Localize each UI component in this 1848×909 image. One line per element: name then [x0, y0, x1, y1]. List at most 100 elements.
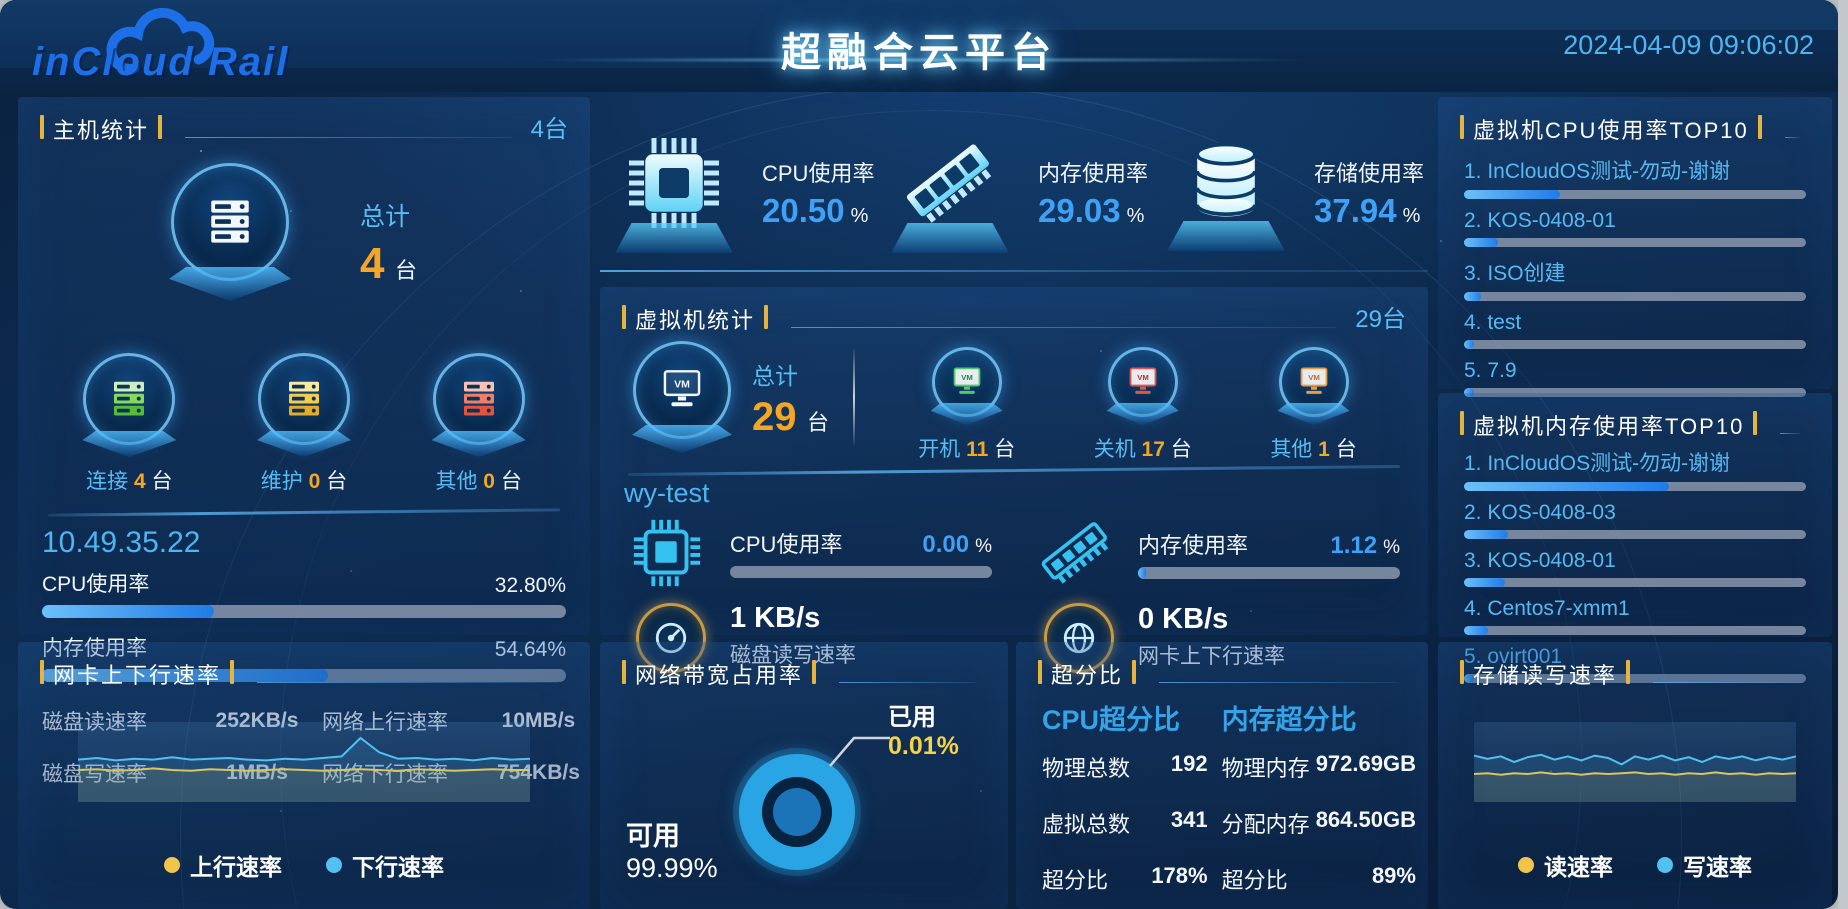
table-row: 超分比 178%: [1042, 863, 1208, 895]
gauge-value: 54.64%: [495, 638, 566, 662]
kpi-text: CPU使用率 20.50%: [762, 156, 874, 230]
metric-label: 磁盘读速率: [42, 706, 192, 736]
host-states: 连接 4 台 维护 0 台: [42, 353, 566, 495]
row-label: 超分比: [1042, 868, 1109, 893]
progress-fill: [1138, 566, 1146, 579]
state-label: 其他 0 台: [432, 465, 526, 495]
kpi-cpu: CPU使用率 20.50%: [600, 100, 876, 286]
legend-label: 读速率: [1544, 854, 1613, 880]
kpi-value: 37.94%: [1314, 192, 1424, 230]
title-tick: [40, 115, 44, 139]
title-tick: [1132, 660, 1137, 684]
legend-label: 写速率: [1683, 854, 1752, 880]
row-value: 972.69GB: [1315, 751, 1416, 776]
progress-track: [1464, 388, 1806, 397]
chart-legend: 读速率 写速率: [1438, 848, 1832, 882]
divider-line: [48, 508, 560, 517]
state-name: 维护: [260, 470, 303, 493]
vm-net-io: 0 KB/s 网卡上下行速率: [1138, 603, 1400, 670]
divider-line: [1780, 433, 1800, 434]
metric-label: 网络上行速率: [322, 706, 497, 736]
divider-line: [791, 327, 1337, 328]
progress-track: [1464, 530, 1806, 539]
row-value: 178%: [1151, 863, 1208, 888]
progress-fill: [42, 669, 329, 682]
progress-fill: [1464, 578, 1506, 587]
io-value: 0 KB/s: [1138, 602, 1229, 635]
progress-fill: [1464, 530, 1509, 539]
title-tick: [40, 660, 44, 684]
available-label: 可用: [626, 821, 680, 851]
total-unit: 台: [806, 410, 829, 435]
panel-title: 网卡上下行速率: [53, 663, 222, 688]
divider-line: [185, 137, 512, 138]
row-value: 341: [1170, 807, 1208, 832]
ratio-table: CPU超分比 物理总数 192 虚拟总数 341 超分比 178% 内存超分比 物理内…: [1016, 690, 1428, 909]
progress-fill: [1464, 388, 1475, 397]
progress-fill: [1464, 482, 1670, 491]
title-tick: [1626, 660, 1631, 684]
legend-dot: [164, 857, 180, 873]
vm-name: 4. Centos7-xmm1: [1464, 597, 1630, 620]
title-tick: [1038, 660, 1042, 684]
io-label: 网卡上下行速率: [1138, 640, 1400, 670]
state-label: 其他 1 台: [1270, 433, 1356, 463]
state-unit: 台: [326, 470, 348, 493]
divider-line: [628, 464, 1400, 477]
vm-total-icon: VM: [626, 341, 738, 453]
panel-head: 网络带宽占用率: [600, 642, 1008, 690]
vm-name: 5. 7.9: [1464, 359, 1517, 382]
vm-monitor-icon: VM: [633, 341, 731, 439]
state-value: 17: [1141, 438, 1165, 461]
cpu-ratio-column: CPU超分比 物理总数 192 虚拟总数 341 超分比 178%: [1042, 698, 1208, 909]
window-scrollbar[interactable]: [1838, 0, 1848, 909]
cpu-chip-icon: [600, 133, 748, 253]
vm-mem-detail: 内存使用率 1.12% 0 KB/s 网卡: [1036, 513, 1400, 673]
progress-track: [42, 669, 566, 682]
progress-track: [1464, 190, 1806, 199]
kpi-unit: %: [1402, 205, 1421, 227]
vm-overview: VM 总计 29 台: [622, 335, 1406, 463]
panel-head: 存储读写速率: [1438, 642, 1832, 690]
state-unit: 台: [151, 470, 173, 493]
list-item: 1. InCloudOS测试-勿动-谢谢: [1464, 155, 1806, 199]
panel-head: 虚拟机内存使用率TOP10: [1438, 393, 1832, 441]
total-label: 总计: [752, 363, 798, 389]
vm-cpu-meter: CPU使用率 0.00%: [730, 527, 992, 578]
chart-legend: 上行速率 下行速率: [18, 848, 590, 882]
available-callout: 可用 99.99%: [626, 820, 718, 885]
vm-total: 总计 29 台: [752, 357, 829, 440]
legend-dot: [1518, 857, 1534, 873]
kpi-number: 20.50: [762, 192, 845, 229]
state-name: 其他: [1270, 438, 1313, 461]
vm-stats-panel: 虚拟机统计 29台 VM 总计: [600, 287, 1428, 673]
mem-ratio-column: 内存超分比 物理内存 972.69GB 分配内存 864.50GB 超分比 89%: [1222, 698, 1416, 909]
pedestal: [431, 431, 526, 457]
pedestal: [1277, 403, 1350, 425]
list-item: 3. KOS-0408-01: [1464, 549, 1806, 587]
metric-value: 252KB/s: [192, 709, 322, 733]
list-item: 4. test: [1464, 311, 1806, 349]
pedestal: [930, 403, 1003, 425]
storage-rate-panel: 存储读写速率 读速率 写速率: [1438, 642, 1832, 909]
kpi-value: 29.03%: [1038, 192, 1148, 230]
pedestal: [615, 223, 733, 253]
state-value: 1: [1318, 438, 1330, 461]
metric-value: 10MB/s: [497, 709, 580, 733]
state-name: 关机: [1093, 438, 1136, 461]
state-value: 11: [966, 438, 989, 461]
gauge-label: CPU使用率: [42, 573, 150, 596]
pedestal: [632, 425, 732, 453]
total-label: 总计: [360, 203, 411, 231]
panel-title: 网络带宽占用率: [635, 663, 804, 688]
divider-line: [600, 270, 1428, 272]
progress-fill: [42, 605, 214, 618]
divider-line: [1784, 137, 1800, 138]
state-name: 开机: [918, 438, 961, 461]
meter-number: 1.12: [1330, 531, 1378, 559]
storage-cylinder-icon: [1152, 135, 1300, 251]
meter-unit: %: [1383, 536, 1400, 558]
kpi-label: CPU使用率: [762, 161, 875, 186]
server-icon-green: [83, 353, 176, 445]
